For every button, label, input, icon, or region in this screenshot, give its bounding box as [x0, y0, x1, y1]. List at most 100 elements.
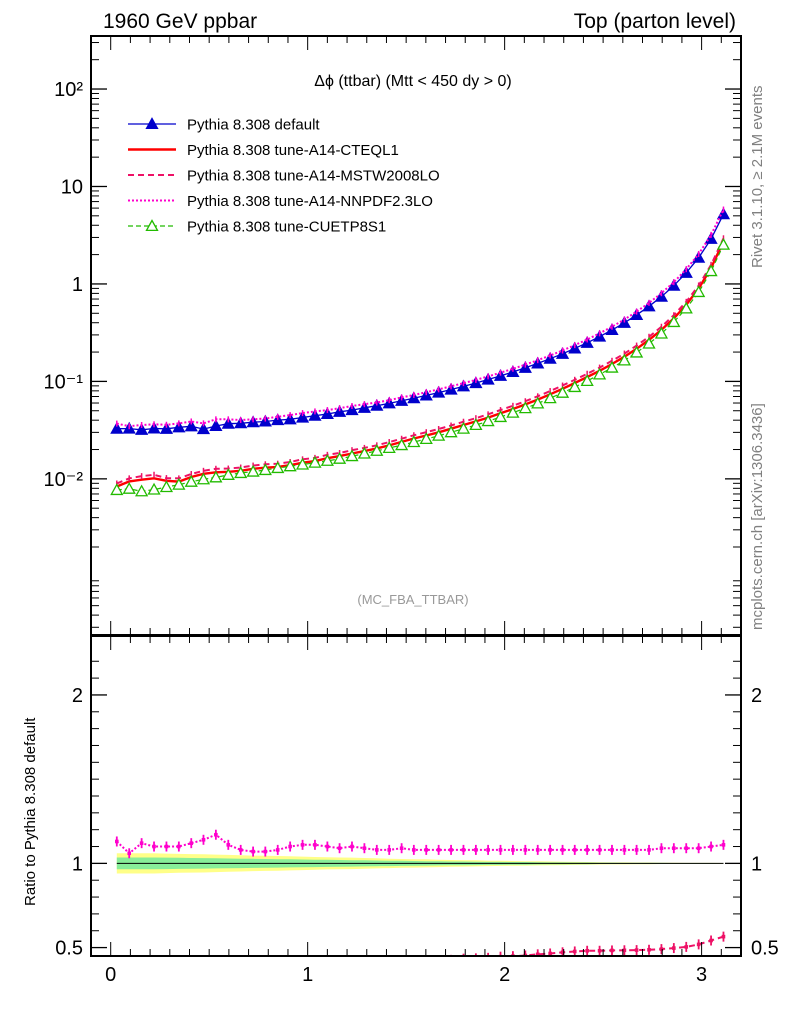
series-cuetp8s1-point [295, 457, 310, 470]
ratio-series-nnpdf-point [201, 837, 206, 842]
ratio-series-nnpdf-point [498, 848, 503, 852]
series-cuetp8s1-point [592, 367, 607, 380]
ratio-series-nnpdf-point [597, 848, 602, 852]
series-cuetp8s1-point [518, 401, 532, 414]
ratio-series-nnpdf-point [684, 846, 689, 851]
ratio-series-nnpdf-point [535, 848, 540, 852]
ratio-series-mstw-point [239, 971, 243, 975]
ratio-series-mstw-point [251, 970, 255, 974]
ratio-series-nnpdf-point [300, 843, 305, 847]
series-cuetp8s1-point [654, 326, 669, 339]
series-default-point [147, 421, 161, 434]
series-cuetp8s1-point [630, 345, 644, 358]
series-cuetp8s1-point [419, 432, 433, 445]
ratio-series-mstw-point [560, 950, 565, 955]
legend-label: Pythia 8.308 tune-A14-MSTW2008LO [187, 168, 440, 185]
series-cuetp8s1-point [506, 405, 520, 418]
series-cuetp8s1-point [370, 444, 384, 456]
ratio-y-tick-label-right: 2 [751, 685, 762, 707]
series-cuetp8s1-point [704, 264, 718, 277]
series-default-point [357, 400, 371, 413]
series-cuetp8s1-point [357, 446, 371, 459]
legend-entry-cteql1: Pythia 8.308 tune-A14-CTEQL1 [128, 142, 399, 159]
ratio-series-mstw-point [449, 958, 453, 962]
legend-marker [145, 219, 159, 232]
series-cuetp8s1-point [110, 483, 124, 496]
series-cuetp8s1-point [196, 472, 211, 485]
series-cuetp8s1-point [271, 461, 285, 474]
ratio-series-nnpdf-point [275, 848, 280, 852]
series-cuetp8s1-point [469, 418, 483, 431]
ratio-series-nnpdf-point [313, 843, 317, 847]
ratio-series-nnpdf-point [486, 848, 490, 852]
ratio-series-nnpdf-point [548, 848, 552, 852]
analysis-watermark: (MC_FBA_TTBAR) [357, 592, 468, 607]
ratio-series-mstw-point [338, 966, 342, 970]
ratio-series-mstw-point [424, 959, 428, 963]
series-cuetp8s1-point [122, 481, 136, 494]
y-tick-label: 1 [72, 274, 83, 296]
ratio-series-mstw-point [140, 974, 144, 978]
series-cuetp8s1 [110, 237, 731, 497]
ratio-series-nnpdf-point [337, 846, 342, 851]
ratio-series-nnpdf-line [116, 833, 724, 855]
series-cuetp8s1-point [568, 380, 582, 393]
series-cuetp8s1-point [209, 470, 223, 483]
series-cuetp8s1-point [184, 474, 198, 487]
ratio-series-nnpdf-point [622, 848, 627, 852]
series-cuetp8s1-point [308, 455, 322, 468]
ratio-frame [90, 635, 742, 957]
series-default-point [172, 420, 186, 433]
y-tick-label: 10² [54, 79, 83, 101]
legend-entry-cuetp8s1: Pythia 8.308 tune-CUETP8S1 [128, 219, 386, 236]
ratio-series-nnpdf-point [226, 843, 231, 847]
series-cuetp8s1-point [481, 414, 495, 427]
ratio-series-mstw-point [610, 948, 614, 953]
ratio-series-nnpdf-point [461, 848, 466, 852]
legend-entry-mstw: Pythia 8.308 tune-A14-MSTW2008LO [128, 168, 440, 185]
series-cuetp8s1-point [642, 336, 656, 349]
ratio-series-mstw-point [622, 948, 627, 953]
legend-label: Pythia 8.308 tune-A14-CTEQL1 [187, 142, 399, 159]
ratio-series-nnpdf-point [672, 846, 676, 851]
ratio-series-mstw-point [313, 968, 317, 972]
ratio-series-nnpdf-point [177, 844, 181, 849]
ratio-series-nnpdf-point [647, 848, 651, 852]
legend-entry-nnpdf: Pythia 8.308 tune-A14-NNPDF2.3LO [128, 193, 433, 210]
x-tick-label: 0 [105, 964, 116, 986]
ratio-series-nnpdf-point [634, 848, 639, 852]
series-cuetp8s1-point [345, 449, 359, 462]
ratio-series-nnpdf-point [449, 848, 453, 852]
ratio-series-mstw-point [572, 949, 577, 954]
ratio-series-nnpdf-point [251, 849, 255, 854]
x-tick-label: 2 [499, 964, 510, 986]
legend-label: Pythia 8.308 tune-A14-NNPDF2.3LO [187, 193, 433, 210]
ratio-series-nnpdf-point [214, 832, 218, 837]
ratio-series-mstw-point [152, 974, 156, 978]
ratio-series-nnpdf-point [350, 844, 354, 849]
header-right: Top (parton level) [573, 10, 736, 33]
legend-label: Pythia 8.308 tune-CUETP8S1 [187, 219, 386, 236]
ratio-panel: 0.5 0.5 1 1 2 2 0 1 2 3 [55, 635, 779, 986]
series-default-point [135, 422, 149, 435]
ratio-series-nnpdf-point [511, 848, 515, 852]
main-panel: 10⁻² 10⁻¹ 1 10 10² Δϕ (ttbar) (Mtt < 450 dy … [44, 35, 742, 636]
ratio-series-mstw-line [497, 935, 724, 956]
ratio-series-nnpdf-point [572, 848, 577, 852]
ratio-series-mstw-point [412, 960, 416, 964]
ratio-y-tick-label: 1 [72, 853, 83, 875]
series-cuetp8s1-point [555, 385, 570, 398]
ratio-series-mstw-point [634, 948, 639, 952]
ratio-series-nnpdf-point [288, 844, 292, 849]
series-cuetp8s1-point [332, 451, 347, 464]
series-cuetp8s1-point [283, 459, 297, 472]
ratio-series-nnpdf-point [115, 839, 119, 844]
series-cuetp8s1-point [135, 484, 149, 497]
legend-label: Pythia 8.308 default [187, 117, 320, 134]
ratio-series-mstw-point [214, 969, 218, 973]
ratio-series-nnpdf-point [127, 851, 132, 856]
ratio-series-nnpdf-point [399, 846, 404, 851]
series-default-point [184, 419, 198, 432]
ratio-series-nnpdf-point [721, 843, 726, 847]
